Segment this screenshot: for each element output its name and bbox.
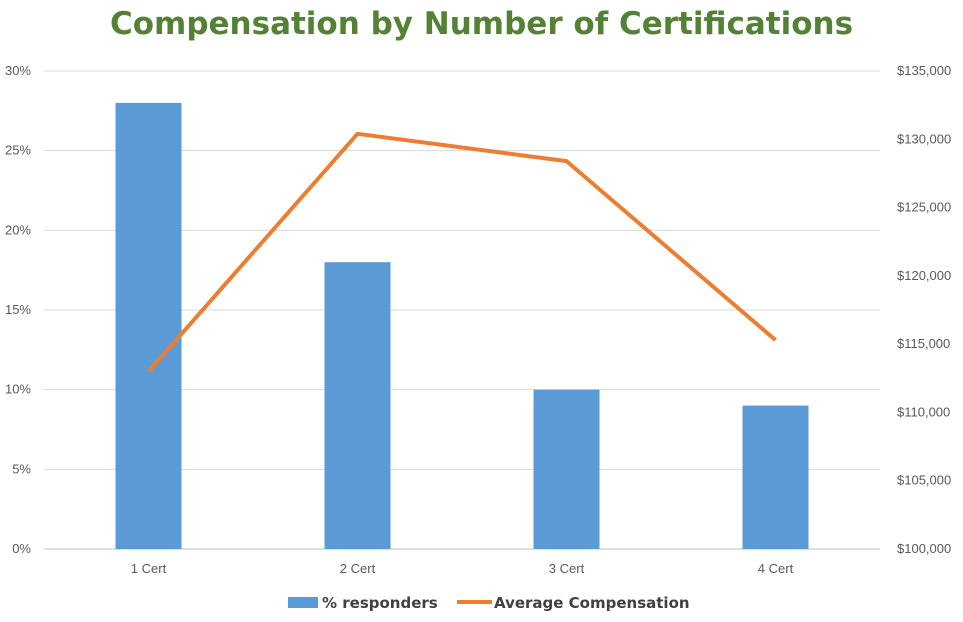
series-line bbox=[146, 131, 777, 373]
left-tick-label: 5% bbox=[12, 461, 31, 476]
legend-bar-swatch bbox=[288, 597, 318, 608]
right-tick-label: $120,000 bbox=[897, 268, 951, 283]
right-axis: $100,000 $105,000 $110,000 $115,000 $120,000… bbox=[897, 63, 951, 556]
bar bbox=[742, 405, 809, 549]
right-tick-label: $130,000 bbox=[897, 131, 951, 146]
left-axis: 0% 5% 10% 15% 20% 25% 30% bbox=[5, 63, 31, 556]
line-series bbox=[146, 131, 777, 373]
legend-label: Average Compensation bbox=[494, 594, 690, 612]
left-tick-label: 20% bbox=[5, 222, 31, 237]
bar bbox=[324, 262, 391, 549]
x-axis: 1 Cert 2 Cert 3 Cert 4 Cert bbox=[131, 561, 794, 576]
gridlines bbox=[44, 70, 880, 550]
left-tick-label: 30% bbox=[5, 63, 31, 78]
legend-label: % responders bbox=[322, 594, 438, 612]
chart-title: Compensation by Number of Certifications bbox=[109, 6, 854, 42]
left-tick-label: 15% bbox=[5, 302, 31, 317]
bar bbox=[533, 389, 600, 549]
right-tick-label: $135,000 bbox=[897, 63, 951, 78]
x-tick-label: 1 Cert bbox=[131, 561, 167, 576]
left-tick-label: 25% bbox=[5, 143, 31, 158]
x-tick-label: 2 Cert bbox=[340, 561, 376, 576]
right-tick-label: $115,000 bbox=[897, 336, 950, 351]
left-tick-label: 10% bbox=[5, 382, 31, 397]
right-tick-label: $110,000 bbox=[897, 404, 950, 419]
right-tick-label: $100,000 bbox=[897, 541, 951, 556]
left-tick-label: 0% bbox=[12, 541, 31, 556]
bar bbox=[115, 102, 182, 549]
bar-series bbox=[115, 102, 809, 549]
x-tick-label: 4 Cert bbox=[758, 561, 794, 576]
right-tick-label: $105,000 bbox=[897, 473, 951, 488]
right-tick-label: $125,000 bbox=[897, 200, 951, 215]
x-tick-label: 3 Cert bbox=[549, 561, 585, 576]
legend: % responders Average Compensation bbox=[288, 594, 690, 612]
